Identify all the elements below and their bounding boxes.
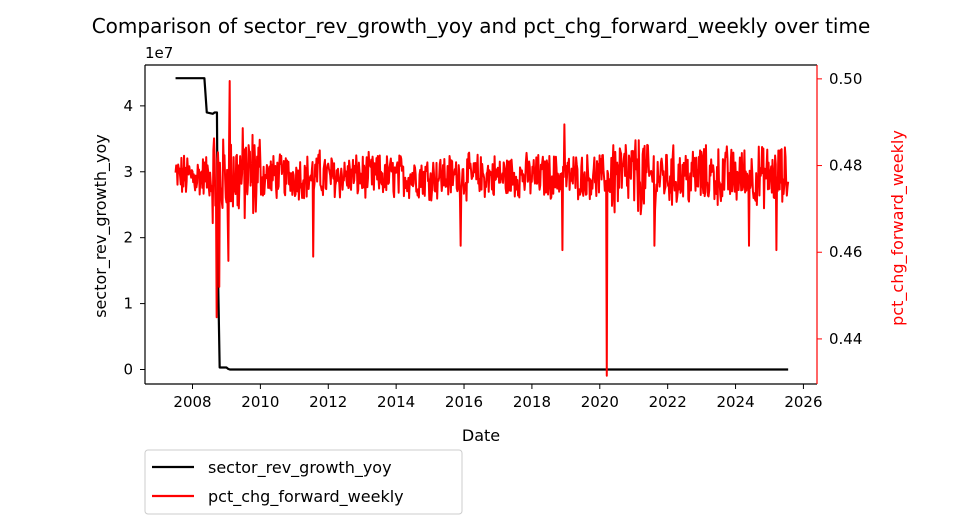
right-tick-label: 0.44: [829, 330, 862, 348]
legend-label-pct-chg-forward-weekly: pct_chg_forward_weekly: [208, 487, 404, 507]
x-axis-label: Date: [462, 426, 500, 445]
x-tick-label: 2020: [581, 393, 619, 411]
x-tick-label: 2016: [445, 393, 483, 411]
right-axis-label: pct_chg_forward_weekly: [888, 130, 908, 326]
right-tick-label: 0.50: [829, 70, 862, 88]
legend-frame: [144, 449, 463, 515]
series-pct-chg-forward-weekly-group: [174, 80, 790, 377]
legend: sector_rev_growth_yoy pct_chg_forward_we…: [144, 449, 463, 515]
legend-label-sector-rev-growth-yoy: sector_rev_growth_yoy: [208, 458, 392, 478]
right-axis-ticks: 0.44 0.46 0.48 0.50: [817, 70, 862, 348]
left-tick-label: 1: [123, 295, 133, 313]
x-tick-label: 2026: [784, 393, 822, 411]
plot-area: [145, 65, 817, 384]
series-line-pct-chg-forward-weekly: [174, 80, 790, 377]
x-tick-label: 2014: [377, 393, 415, 411]
x-tick-label: 2024: [716, 393, 754, 411]
x-tick-label: 2018: [513, 393, 551, 411]
right-tick-label: 0.48: [829, 157, 862, 175]
x-axis-ticks: 2008 2010 2012 2014 2016 2018 2020 2022 2024 2026: [173, 384, 823, 411]
chart-title: Comparison of sector_rev_growth_yoy and …: [92, 14, 871, 38]
right-tick-label: 0.46: [829, 243, 862, 261]
left-tick-label: 2: [123, 229, 133, 247]
left-tick-label: 4: [123, 97, 133, 115]
left-axis-offset-text: 1e7: [145, 44, 173, 62]
left-axis-ticks: 0 1 2 3 4: [123, 97, 145, 379]
left-axis-label: sector_rev_growth_yoy: [91, 134, 111, 318]
left-tick-label: 0: [123, 361, 133, 379]
x-tick-label: 2012: [309, 393, 347, 411]
x-tick-label: 2022: [649, 393, 687, 411]
left-tick-label: 3: [123, 163, 133, 181]
x-tick-label: 2010: [241, 393, 279, 411]
x-tick-label: 2008: [173, 393, 211, 411]
